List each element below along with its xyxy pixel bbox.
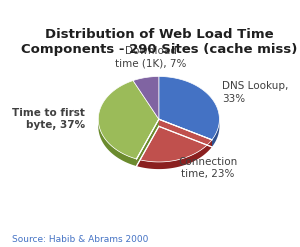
Polygon shape	[133, 77, 159, 119]
Polygon shape	[159, 119, 212, 147]
Text: Connection
time, 23%: Connection time, 23%	[178, 157, 238, 179]
Text: Source: Habib & Abrams 2000: Source: Habib & Abrams 2000	[12, 235, 148, 244]
Polygon shape	[136, 119, 159, 166]
Text: Time to first
byte, 37%: Time to first byte, 37%	[12, 108, 85, 130]
Polygon shape	[98, 120, 136, 166]
Polygon shape	[98, 81, 159, 159]
Text: Download
time (1K), 7%: Download time (1K), 7%	[115, 46, 186, 68]
Polygon shape	[159, 77, 219, 140]
Title: Distribution of Web Load Time
Components - 290 Sites (cache miss): Distribution of Web Load Time Components…	[21, 28, 297, 56]
Polygon shape	[159, 119, 212, 147]
Polygon shape	[136, 140, 212, 169]
Text: DNS Lookup,
33%: DNS Lookup, 33%	[222, 82, 289, 104]
Polygon shape	[136, 119, 159, 166]
Polygon shape	[136, 119, 212, 162]
Polygon shape	[212, 119, 219, 147]
